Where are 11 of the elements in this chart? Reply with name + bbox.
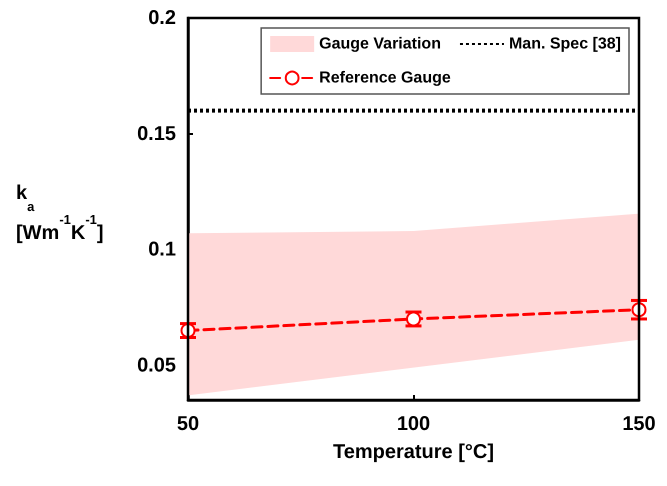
x-tick-label: 150 <box>622 413 656 435</box>
legend-label: Man. Spec [38] <box>508 36 621 52</box>
y-tick-label: 0.15 <box>137 122 176 145</box>
x-tick-label: 50 <box>176 413 200 435</box>
legend-label: Gauge Variation <box>319 36 441 52</box>
y-tick-label: 0.05 <box>137 354 176 376</box>
x-tick-label: 100 <box>396 413 430 435</box>
y-tick-label: 0.1 <box>148 238 176 261</box>
x-axis-title: Temperature [°C] <box>333 441 494 463</box>
y-tick-label: 0.2 <box>148 7 176 29</box>
legend-label: Reference Gauge <box>319 70 451 86</box>
